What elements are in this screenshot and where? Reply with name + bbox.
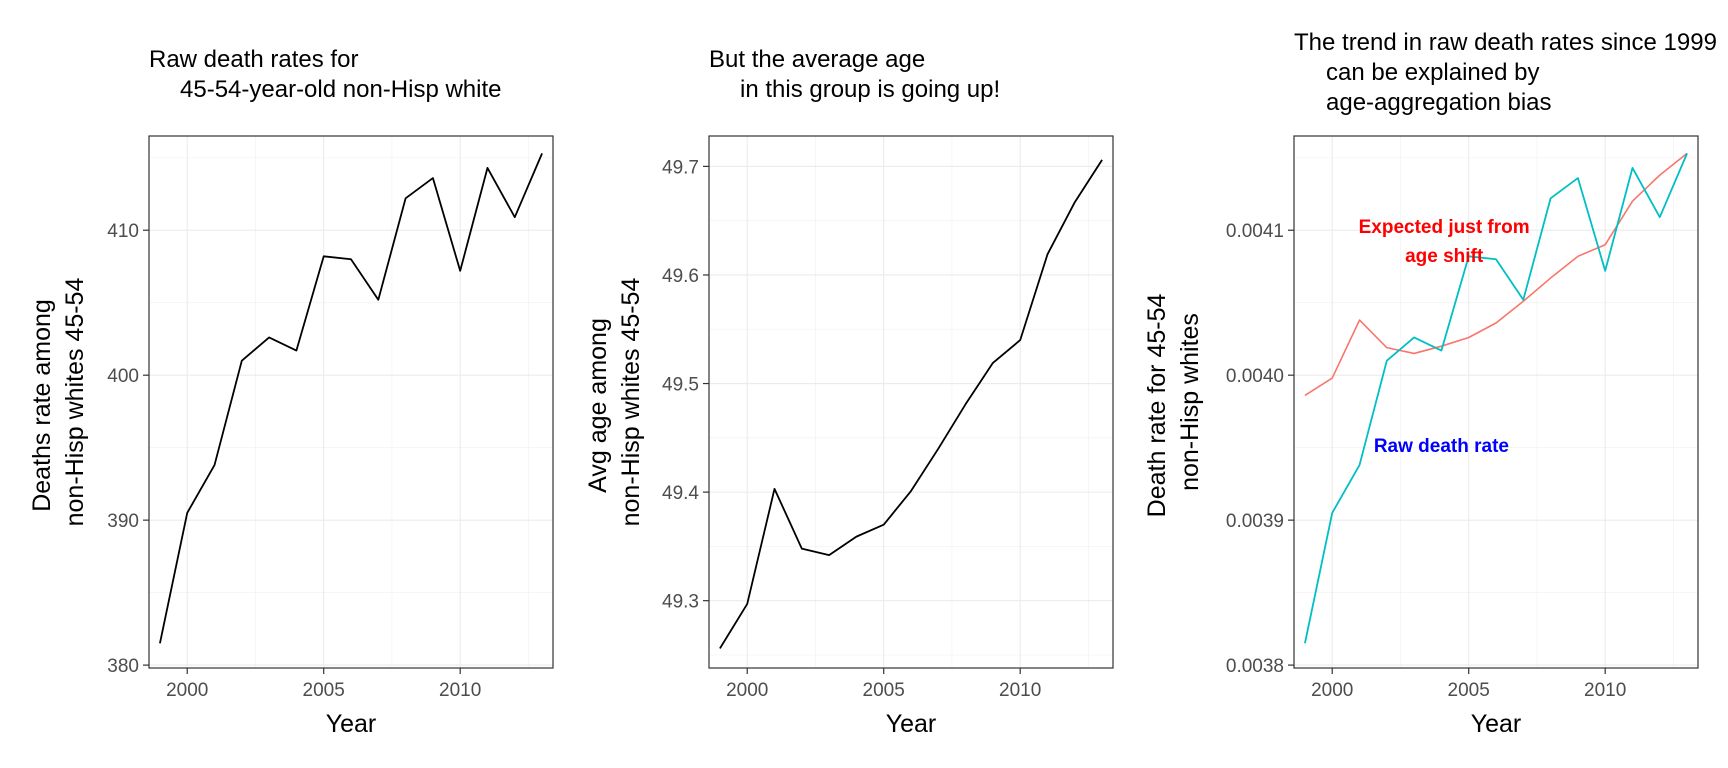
series-layer bbox=[159, 153, 543, 644]
x-tick-label: 2010 bbox=[999, 680, 1041, 701]
y-tick-label: 410 bbox=[107, 221, 139, 242]
x-tick-label: 2000 bbox=[1311, 680, 1353, 701]
panel-border bbox=[708, 135, 1114, 669]
chart-title-line-1: Raw death rates for bbox=[149, 46, 358, 73]
y-tick-label: 390 bbox=[107, 511, 139, 532]
y-axis-title-line-2: non-Hisp whites 45-54 bbox=[61, 278, 89, 527]
chart-title: The trend in raw death rates since 1999 … bbox=[1294, 29, 1724, 116]
x-tick-label: 2010 bbox=[439, 680, 481, 701]
x-tick-label: 2000 bbox=[726, 680, 768, 701]
y-axis-title: Deaths rate among non-Hisp whites 45-54 bbox=[28, 278, 89, 527]
y-axis-title-line-2: non-Hisp whites 45-54 bbox=[617, 278, 645, 527]
y-tick-label: 49.3 bbox=[662, 592, 699, 613]
x-axis-title: Year bbox=[326, 710, 377, 738]
annotation-label: Expected just from age shift bbox=[1359, 217, 1530, 267]
chart-panel-3: Expected just from age shift Raw death rat… bbox=[1143, 29, 1724, 738]
panel-border bbox=[148, 135, 554, 669]
y-tick-label: 0.0039 bbox=[1226, 511, 1284, 532]
x-tick-label: 2005 bbox=[303, 680, 345, 701]
y-tick-label: 0.0038 bbox=[1226, 656, 1284, 677]
chart-title-line-2: can be explained by bbox=[1326, 59, 1540, 86]
panel-background bbox=[149, 136, 553, 668]
annotation-line: Expected just from bbox=[1359, 217, 1530, 238]
annotation-line: age shift bbox=[1405, 246, 1484, 267]
chart-title-line-1: The trend in raw death rates since 1999 bbox=[1294, 29, 1717, 56]
series-line-1 bbox=[159, 153, 543, 644]
x-axis-title: Year bbox=[1471, 710, 1522, 738]
axis-ticks: 2000 2005 2010 0.0038 0.0039 0.0040 0.0041 bbox=[1226, 221, 1626, 701]
chart-title: Raw death rates for 45-54-year-old non-H… bbox=[149, 46, 502, 103]
x-tick-label: 2010 bbox=[1584, 680, 1626, 701]
y-axis-title: Death rate for 45-54 non-Hisp whites bbox=[1143, 287, 1204, 518]
y-axis-title-line-1: Deaths rate among bbox=[28, 299, 56, 512]
y-tick-label: 400 bbox=[107, 366, 139, 387]
y-tick-label: 49.4 bbox=[662, 483, 699, 504]
chart-title-line-2: 45-54-year-old non-Hisp white bbox=[180, 76, 502, 103]
x-tick-label: 2000 bbox=[166, 680, 208, 701]
y-axis-title-line-1: Death rate for 45-54 bbox=[1143, 294, 1171, 518]
series-layer bbox=[719, 159, 1103, 649]
grid bbox=[149, 136, 553, 668]
grid bbox=[1294, 136, 1698, 668]
panel-border bbox=[1293, 135, 1699, 669]
chart-title-line-3: age-aggregation bias bbox=[1326, 89, 1552, 116]
series-line-1 bbox=[719, 159, 1103, 649]
y-axis-title-line-1: Avg age among bbox=[584, 318, 612, 493]
y-tick-label: 0.0041 bbox=[1226, 221, 1284, 242]
axis-ticks: 2000 2005 2010 380 390 400 410 bbox=[107, 221, 481, 701]
y-axis-title: Avg age among non-Hisp whites 45-54 bbox=[584, 278, 645, 527]
x-tick-label: 2005 bbox=[863, 680, 905, 701]
annotation-layer: Expected just from age shift Raw death rat… bbox=[1359, 217, 1530, 457]
chart-title-line-1: But the average age bbox=[709, 46, 925, 73]
panel-background bbox=[1294, 136, 1698, 668]
series-line-2 bbox=[1304, 153, 1688, 644]
chart-panel-1: 2000 2005 2010 380 390 400 410 Raw death rates… bbox=[28, 46, 554, 738]
annotation-label: Raw death rate bbox=[1374, 436, 1509, 457]
grid bbox=[709, 136, 1113, 668]
series-layer bbox=[1304, 152, 1688, 644]
x-axis-title: Year bbox=[886, 710, 937, 738]
axis-ticks: 2000 2005 2010 49.3 49.4 49.5 49.6 49.7 bbox=[662, 157, 1041, 701]
y-tick-label: 49.5 bbox=[662, 375, 699, 396]
series-line-1 bbox=[1304, 152, 1688, 397]
x-tick-label: 2005 bbox=[1448, 680, 1490, 701]
chart-title-line-2: in this group is going up! bbox=[740, 76, 1000, 103]
chart-title: But the average age in this group is goi… bbox=[709, 46, 1000, 103]
annotation-line: Raw death rate bbox=[1374, 436, 1509, 457]
chart-panel-2: 2000 2005 2010 49.3 49.4 49.5 49.6 49.7 But the… bbox=[584, 46, 1114, 738]
y-tick-label: 49.7 bbox=[662, 157, 699, 178]
y-axis-title-line-2: non-Hisp whites bbox=[1176, 313, 1204, 491]
y-tick-label: 49.6 bbox=[662, 266, 699, 287]
y-tick-label: 380 bbox=[107, 656, 139, 677]
y-tick-label: 0.0040 bbox=[1226, 366, 1284, 387]
panel-background bbox=[709, 136, 1113, 668]
